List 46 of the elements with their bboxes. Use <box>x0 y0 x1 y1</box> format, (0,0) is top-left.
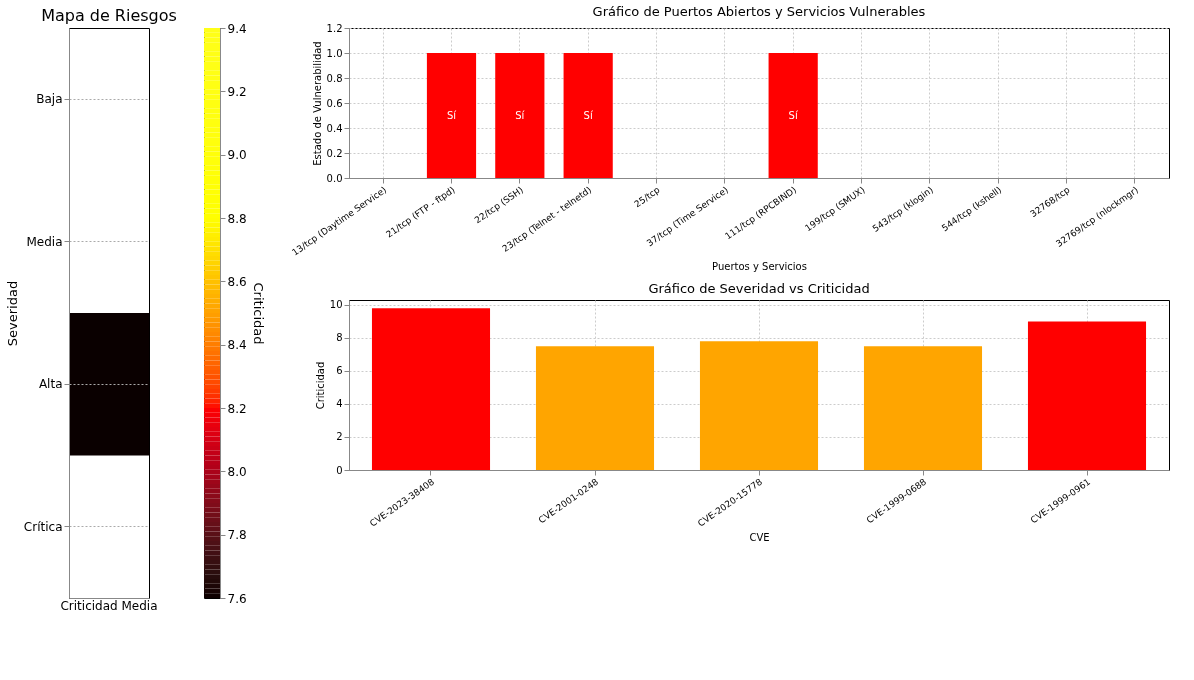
color-bar-label: 7.6 <box>227 591 247 606</box>
color-bar-label: 9.2 <box>227 84 247 99</box>
y-tick-label: 0.8 <box>326 72 343 84</box>
color-bar-label: 8.0 <box>227 464 247 479</box>
y-tick-label: 1.0 <box>326 47 343 59</box>
y-tick-label: 2 <box>336 431 343 443</box>
y-tick-label: 8 <box>336 332 343 344</box>
chart-title: Mapa de Riesgos <box>41 6 177 25</box>
data-label: Sí <box>446 109 458 121</box>
y-tick-label: 0.6 <box>326 97 343 109</box>
color-bar-label: 8.8 <box>227 211 247 226</box>
color-bar-title: Criticidad <box>250 282 266 345</box>
y-axis-title: Criticidad <box>314 361 326 410</box>
y-tick-label: 0 <box>336 464 343 476</box>
color-bar-label: 7.8 <box>227 528 247 543</box>
color-bar-label: 8.6 <box>227 274 247 289</box>
y-tick-label: 0.2 <box>326 147 343 159</box>
color-bar-label: 8.2 <box>227 401 247 416</box>
chart-title: Gráfico de Puertos Abiertos y Servicios Vulnerables <box>592 4 926 19</box>
bar <box>535 346 655 470</box>
color-bar-label: 8.4 <box>227 338 247 353</box>
x-axis-title: Puertos y Servicios <box>712 260 807 272</box>
bar <box>863 346 983 470</box>
bar <box>699 341 819 470</box>
y-tick-label: 1.2 <box>326 22 343 34</box>
bar <box>371 308 491 470</box>
color-bar-label: 9.4 <box>227 21 247 36</box>
x-tick-label: Criticidad Media <box>60 598 158 613</box>
data-label: Sí <box>583 109 594 121</box>
chart-title: Gráfico de Severidad vs Criticidad <box>648 280 870 296</box>
y-tick-label: Baja <box>36 92 63 107</box>
y-tick-label: 10 <box>329 299 343 311</box>
data-label: Sí <box>788 109 799 121</box>
data-label: Sí <box>515 109 526 121</box>
y-tick-label: Crítica <box>23 519 63 534</box>
y-tick-label: Media <box>26 234 63 249</box>
y-tick-label: 0.0 <box>326 172 343 184</box>
y-tick-label: Alta <box>38 377 63 392</box>
x-axis-title: CVE <box>749 531 770 543</box>
y-tick-label: 6 <box>336 365 343 377</box>
color-bar-label: 9.0 <box>227 148 247 163</box>
y-tick-label: 0.4 <box>326 122 343 134</box>
y-axis-title: Severidad <box>4 280 20 347</box>
y-tick-label: 4 <box>336 398 343 410</box>
y-axis-title: Estado de Vulnerabilidad <box>311 41 323 166</box>
bar <box>1027 321 1147 470</box>
